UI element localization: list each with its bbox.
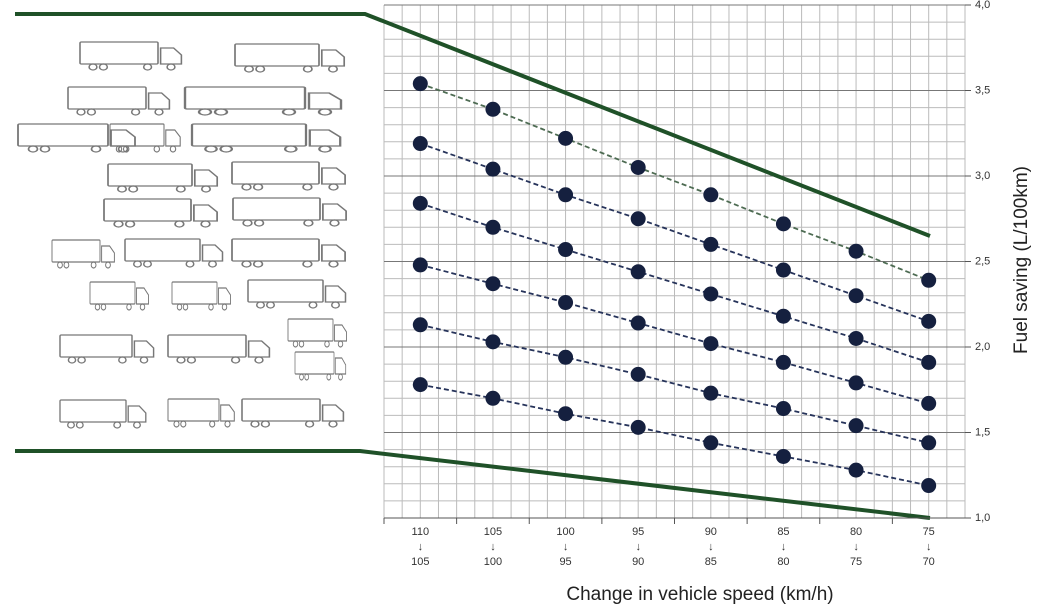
- data-point: [703, 386, 718, 401]
- x-tick-label: 85: [777, 526, 789, 538]
- x-tick-label: 95: [632, 526, 644, 538]
- data-point: [558, 406, 573, 421]
- data-point: [921, 273, 936, 288]
- y-tick-label: 3,5: [975, 84, 990, 96]
- data-point: [631, 264, 646, 279]
- data-point: [558, 187, 573, 202]
- y-tick-label: 4,0: [975, 0, 990, 11]
- y-tick-label: 2,5: [975, 255, 990, 267]
- data-point: [485, 391, 500, 406]
- x-tick-label: ↓: [635, 541, 641, 553]
- data-point: [631, 316, 646, 331]
- y-axis-title: Fuel saving (L/100km): [1011, 166, 1032, 354]
- x-tick-label: ↓: [853, 541, 859, 553]
- x-tick-label: 100: [484, 556, 502, 568]
- x-tick-label: 75: [923, 526, 935, 538]
- x-tick-label: 80: [777, 556, 789, 568]
- data-point: [485, 102, 500, 117]
- data-point: [485, 334, 500, 349]
- data-point: [921, 396, 936, 411]
- data-point: [849, 418, 864, 433]
- chart: Change in vehicle speed (km/h) Fuel savi…: [0, 0, 1043, 608]
- data-point: [413, 76, 428, 91]
- data-point: [776, 216, 791, 231]
- data-point: [413, 136, 428, 151]
- data-point: [776, 355, 791, 370]
- data-point: [921, 478, 936, 493]
- data-point: [631, 420, 646, 435]
- y-tick-label: 1,0: [975, 512, 990, 524]
- data-point: [776, 263, 791, 278]
- data-point: [703, 435, 718, 450]
- data-point: [631, 367, 646, 382]
- data-point: [703, 336, 718, 351]
- x-tick-label: 70: [923, 556, 935, 568]
- data-point: [776, 401, 791, 416]
- lower-envelope: [15, 451, 930, 518]
- x-tick-label: ↓: [490, 541, 496, 553]
- data-point: [849, 288, 864, 303]
- grid: [384, 5, 965, 518]
- x-tick-label: 75: [850, 556, 862, 568]
- x-tick-label: ↓: [781, 541, 787, 553]
- data-point: [485, 220, 500, 235]
- data-point: [776, 449, 791, 464]
- x-tick-label: 90: [632, 556, 644, 568]
- vehicle-icons: [18, 42, 347, 428]
- data-point: [703, 187, 718, 202]
- data-point: [849, 244, 864, 259]
- x-tick-label: 105: [411, 556, 429, 568]
- data-point: [558, 350, 573, 365]
- data-point: [849, 331, 864, 346]
- data-point: [631, 211, 646, 226]
- x-tick-label: ↓: [926, 541, 932, 553]
- data-point: [921, 435, 936, 450]
- data-point: [485, 162, 500, 177]
- y-tick-label: 3,0: [975, 170, 990, 182]
- x-tick-label: 110: [412, 526, 430, 538]
- x-tick-label: 105: [484, 526, 502, 538]
- data-point: [413, 196, 428, 211]
- x-tick-label: ↓: [418, 541, 424, 553]
- data-point: [413, 257, 428, 272]
- data-point: [631, 160, 646, 175]
- data-point: [558, 295, 573, 310]
- data-point: [703, 237, 718, 252]
- x-tick-label: ↓: [708, 541, 714, 553]
- x-tick-label: ↓: [563, 541, 569, 553]
- x-tick-label: 80: [850, 526, 862, 538]
- data-point: [485, 276, 500, 291]
- data-point: [413, 317, 428, 332]
- data-point: [558, 131, 573, 146]
- x-tick-label: 95: [559, 556, 571, 568]
- y-tick-label: 2,0: [975, 341, 990, 353]
- data-point: [849, 375, 864, 390]
- page: {"chart_data": {"type": "line", "x_label…: [0, 0, 1043, 608]
- data-point: [558, 242, 573, 257]
- data-point: [849, 463, 864, 478]
- data-point: [413, 377, 428, 392]
- data-point: [776, 309, 791, 324]
- x-tick-label: 90: [705, 526, 717, 538]
- x-tick-label: 100: [556, 526, 574, 538]
- data-point: [921, 314, 936, 329]
- y-tick-label: 1,5: [975, 426, 990, 438]
- x-axis-title: Change in vehicle speed (km/h): [566, 584, 833, 605]
- x-tick-label: 85: [705, 556, 717, 568]
- data-point: [921, 355, 936, 370]
- data-point: [703, 286, 718, 301]
